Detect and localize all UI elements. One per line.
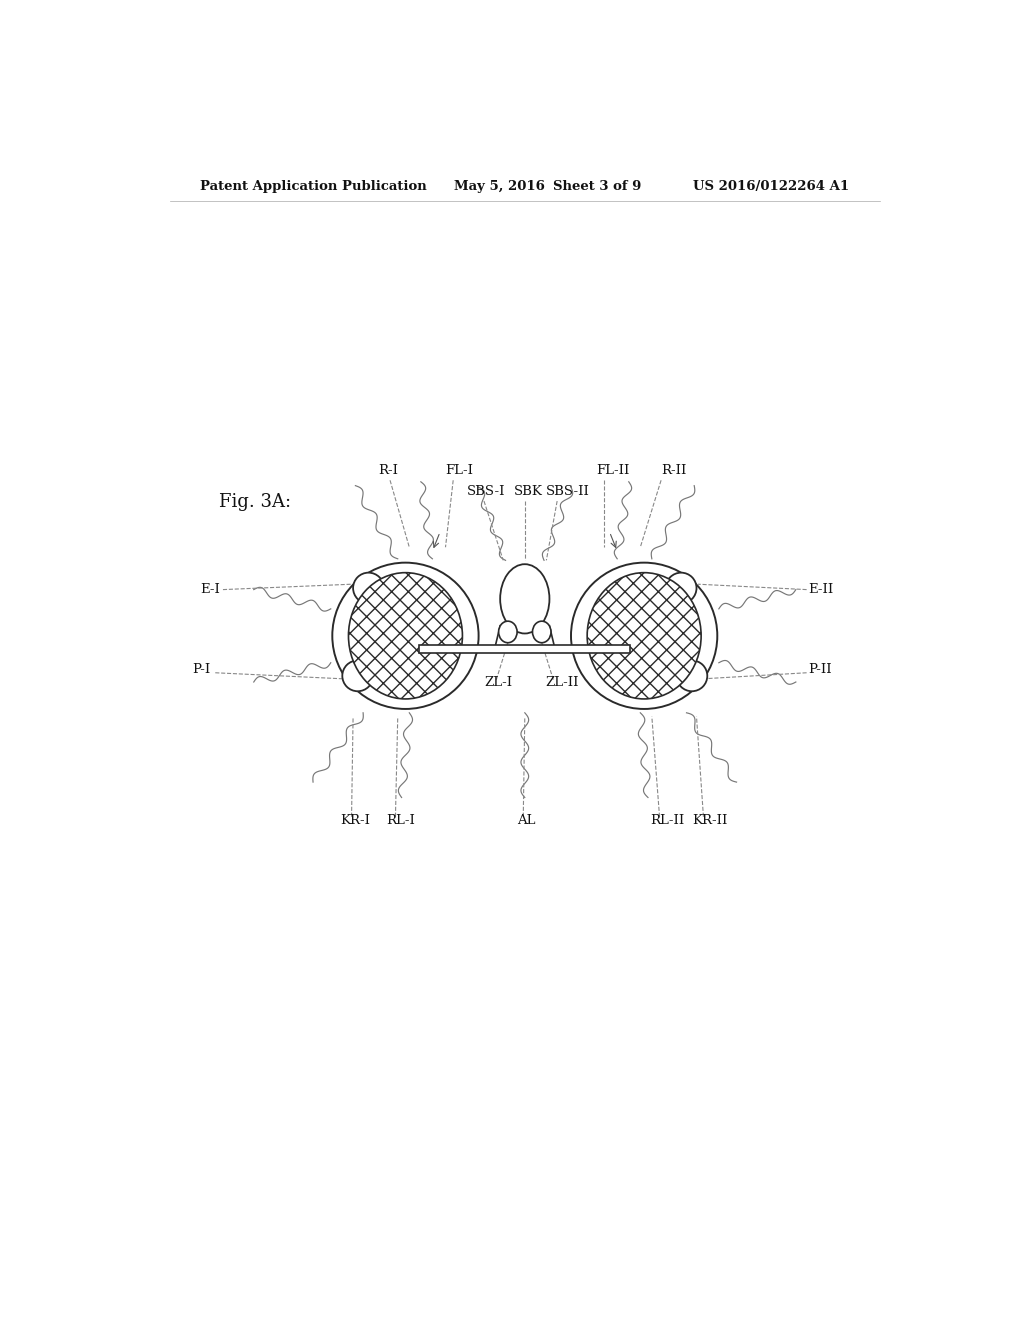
Text: KR-I: KR-I — [340, 814, 370, 828]
Text: P-I: P-I — [193, 663, 210, 676]
Ellipse shape — [348, 573, 463, 700]
Text: May 5, 2016: May 5, 2016 — [454, 181, 545, 194]
Text: E-I: E-I — [200, 583, 220, 597]
Text: RL-II: RL-II — [650, 814, 685, 828]
Text: SBS-II: SBS-II — [547, 484, 590, 498]
Text: Fig. 3A:: Fig. 3A: — [219, 494, 291, 511]
Circle shape — [333, 562, 478, 709]
Ellipse shape — [499, 622, 517, 643]
Ellipse shape — [587, 573, 701, 700]
Text: SBK: SBK — [514, 484, 543, 498]
Text: ZL-II: ZL-II — [546, 676, 580, 689]
Circle shape — [571, 562, 717, 709]
Text: KR-II: KR-II — [692, 814, 727, 828]
Text: ZL-I: ZL-I — [484, 676, 513, 689]
Text: Sheet 3 of 9: Sheet 3 of 9 — [553, 181, 641, 194]
Text: E-II: E-II — [808, 583, 834, 597]
Text: R-I: R-I — [379, 465, 398, 477]
Ellipse shape — [532, 622, 551, 643]
Circle shape — [342, 660, 373, 692]
Text: FL-II: FL-II — [596, 465, 630, 477]
Text: RL-I: RL-I — [386, 814, 415, 828]
Text: P-II: P-II — [808, 663, 831, 676]
Text: Patent Application Publication: Patent Application Publication — [200, 181, 427, 194]
Text: R-II: R-II — [662, 465, 686, 477]
Circle shape — [353, 573, 384, 603]
Text: AL: AL — [517, 814, 536, 828]
Polygon shape — [419, 645, 631, 653]
Circle shape — [666, 573, 696, 603]
Text: US 2016/0122264 A1: US 2016/0122264 A1 — [692, 181, 849, 194]
Text: FL-I: FL-I — [445, 465, 473, 477]
Circle shape — [677, 660, 708, 692]
Text: SBS-I: SBS-I — [467, 484, 506, 498]
Ellipse shape — [500, 564, 550, 634]
